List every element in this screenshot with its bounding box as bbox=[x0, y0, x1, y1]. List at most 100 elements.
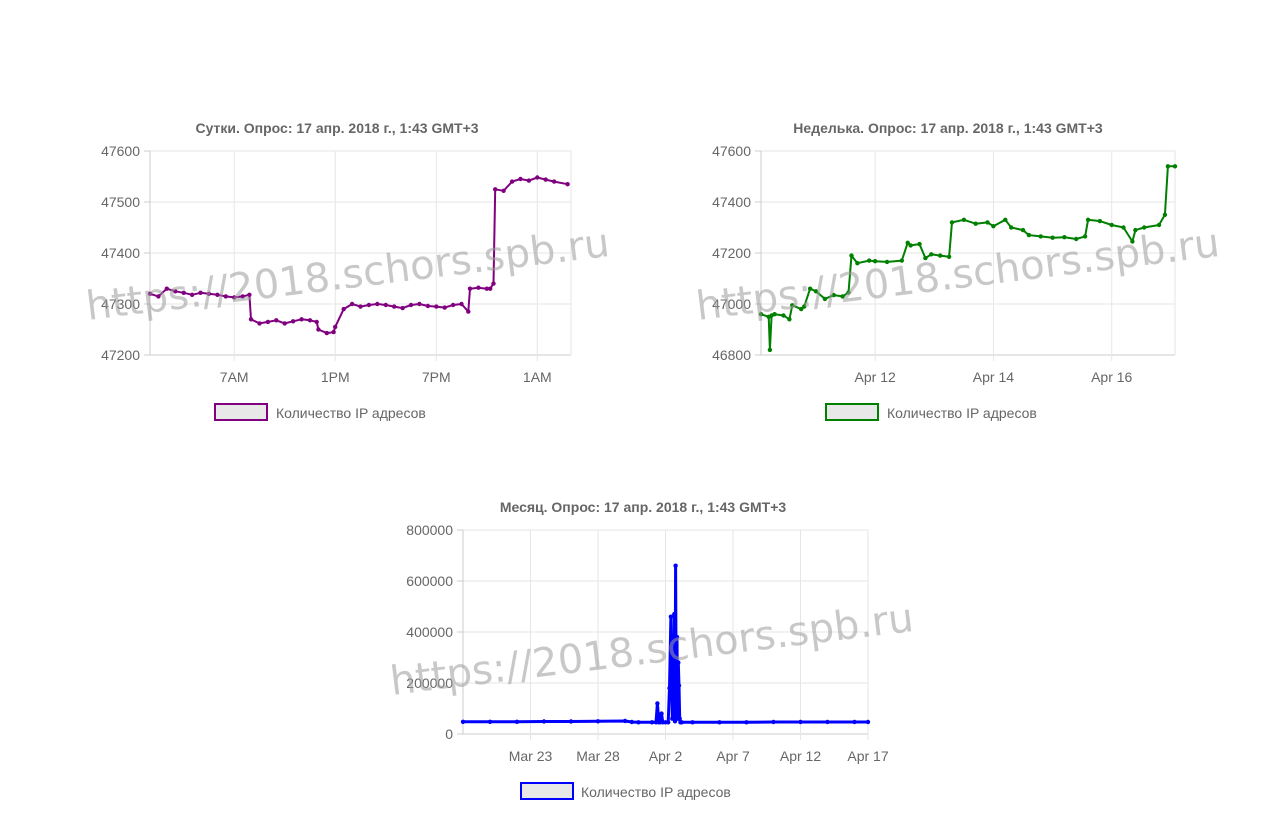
data-point bbox=[450, 302, 456, 308]
legend-label[interactable]: Количество IP адресов bbox=[581, 784, 731, 800]
data-point bbox=[501, 188, 506, 193]
data-point bbox=[825, 719, 830, 725]
data-point bbox=[248, 317, 254, 322]
data-point bbox=[307, 318, 313, 323]
data-point bbox=[690, 720, 695, 725]
data-point bbox=[985, 220, 990, 225]
data-point bbox=[349, 301, 355, 307]
data-point bbox=[790, 303, 795, 308]
y-tick-label: 400000 bbox=[406, 624, 453, 640]
data-point bbox=[392, 304, 397, 309]
y-tick-label: 47600 bbox=[101, 143, 140, 159]
data-point bbox=[274, 318, 279, 323]
data-point bbox=[905, 240, 910, 245]
data-point bbox=[679, 720, 684, 725]
y-tick-label: 47600 bbox=[712, 143, 751, 159]
data-point bbox=[1038, 234, 1043, 239]
data-point bbox=[466, 309, 471, 314]
data-point bbox=[460, 719, 466, 724]
data-point bbox=[467, 286, 473, 291]
data-point bbox=[232, 295, 237, 300]
data-point bbox=[758, 312, 764, 317]
legend-label[interactable]: Количество IP адресов bbox=[887, 405, 1037, 421]
data-point bbox=[846, 290, 851, 295]
data-point bbox=[434, 304, 439, 309]
legend-swatch[interactable] bbox=[520, 782, 574, 800]
data-point bbox=[173, 289, 178, 294]
data-point bbox=[565, 182, 570, 187]
data-point bbox=[514, 719, 520, 724]
data-point bbox=[849, 253, 854, 258]
data-point bbox=[189, 292, 195, 297]
legend-label[interactable]: Количество IP адресов bbox=[276, 405, 426, 421]
data-point bbox=[1172, 164, 1178, 169]
data-point bbox=[331, 329, 336, 335]
data-point bbox=[744, 720, 749, 725]
data-point bbox=[518, 176, 523, 182]
data-point bbox=[670, 642, 676, 647]
data-point bbox=[1020, 227, 1026, 233]
data-point bbox=[314, 319, 319, 325]
data-point bbox=[813, 289, 819, 294]
data-point bbox=[324, 330, 329, 336]
x-tick-label: Apr 7 bbox=[716, 748, 750, 764]
data-point bbox=[1121, 225, 1126, 230]
legend-swatch[interactable] bbox=[825, 403, 879, 421]
data-point bbox=[917, 241, 922, 247]
data-point bbox=[1085, 217, 1091, 222]
x-tick-label: Apr 14 bbox=[973, 369, 1014, 385]
data-point bbox=[181, 290, 186, 295]
data-point bbox=[1165, 164, 1171, 169]
data-point bbox=[493, 187, 498, 192]
data-point bbox=[316, 327, 321, 332]
data-point bbox=[366, 302, 372, 308]
data-point bbox=[923, 255, 928, 261]
data-point bbox=[991, 224, 996, 229]
x-tick-label: 1PM bbox=[321, 369, 350, 385]
data-point bbox=[636, 720, 641, 725]
data-point bbox=[884, 259, 890, 265]
data-point bbox=[1097, 218, 1103, 224]
data-point bbox=[487, 719, 493, 724]
chart-daily: Сутки. Опрос: 17 апр. 2018 г., 1:43 GMT+… bbox=[84, 120, 612, 421]
data-point bbox=[867, 258, 872, 263]
data-point bbox=[899, 258, 904, 263]
x-tick-label: 7PM bbox=[422, 369, 451, 385]
data-point bbox=[1082, 234, 1088, 239]
data-point bbox=[852, 719, 857, 725]
data-point bbox=[1074, 236, 1079, 242]
data-point bbox=[400, 305, 405, 311]
data-point bbox=[672, 611, 677, 617]
data-point bbox=[541, 719, 547, 724]
data-point bbox=[1050, 235, 1055, 240]
data-point bbox=[375, 301, 380, 307]
data-point bbox=[1156, 222, 1162, 228]
data-point bbox=[1130, 239, 1135, 244]
x-tick-label: Apr 12 bbox=[780, 748, 821, 764]
x-tick-label: Mar 28 bbox=[576, 748, 620, 764]
data-point bbox=[1009, 225, 1014, 230]
data-point bbox=[543, 177, 548, 182]
data-point bbox=[673, 563, 678, 568]
data-point bbox=[223, 294, 228, 299]
data-point bbox=[442, 305, 447, 310]
data-point bbox=[799, 306, 804, 312]
data-point bbox=[535, 175, 540, 180]
data-point bbox=[509, 179, 515, 184]
data-point bbox=[1026, 232, 1032, 238]
data-point bbox=[408, 302, 414, 308]
data-point bbox=[358, 304, 363, 309]
x-tick-label: 7AM bbox=[220, 369, 249, 385]
data-point bbox=[257, 321, 262, 326]
legend-swatch[interactable] bbox=[214, 403, 268, 421]
chart-title: Неделька. Опрос: 17 апр. 2018 г., 1:43 G… bbox=[793, 120, 1103, 136]
data-point bbox=[674, 634, 680, 640]
data-point bbox=[333, 324, 338, 330]
data-point bbox=[526, 178, 532, 183]
data-point bbox=[1142, 225, 1147, 230]
data-point bbox=[767, 347, 773, 353]
data-point bbox=[206, 291, 212, 296]
data-point bbox=[973, 221, 978, 226]
data-point bbox=[459, 301, 464, 307]
